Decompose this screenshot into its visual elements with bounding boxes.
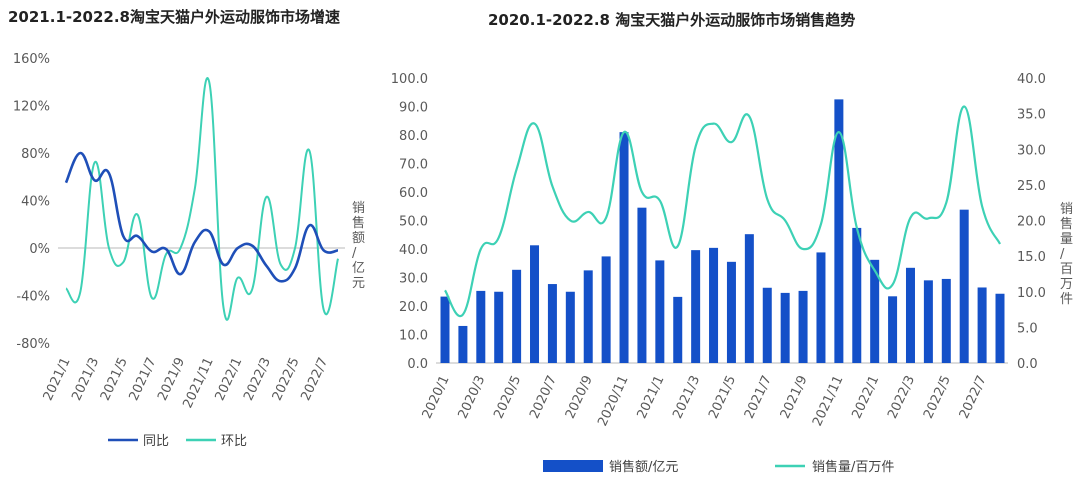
bar-2022/7 bbox=[977, 287, 987, 363]
bar-2020/1 bbox=[440, 296, 450, 363]
x-tick-label: 2020/1 bbox=[420, 373, 453, 421]
y-tick-label: 0% bbox=[29, 242, 50, 257]
right-y-tick-label: 35.0 bbox=[1017, 108, 1046, 123]
right-y-axis-label: 销售量/百万件 bbox=[1060, 202, 1073, 307]
x-tick-label: 2020/3 bbox=[456, 373, 489, 421]
x-tick-label: 2022/5 bbox=[921, 373, 954, 421]
right-y-tick-label: 5.0 bbox=[1017, 321, 1038, 336]
x-tick-label: 2020/9 bbox=[563, 373, 596, 421]
bar-2020/11 bbox=[619, 132, 629, 363]
legend-label: 销售额/亿元 bbox=[609, 459, 678, 475]
right-y-tick-label: 15.0 bbox=[1017, 250, 1046, 265]
bar-2022/6 bbox=[959, 209, 969, 363]
bar-2022/8 bbox=[995, 293, 1005, 363]
right-y-tick-label: 25.0 bbox=[1017, 179, 1046, 194]
x-tick-label: 2020/5 bbox=[491, 373, 524, 421]
line-yoy bbox=[64, 151, 339, 283]
right-y-tick-label: 40.0 bbox=[1017, 72, 1046, 87]
bar-2020/3 bbox=[476, 290, 486, 363]
bar-2021/5 bbox=[726, 261, 736, 363]
right-y-tick-label: 0.0 bbox=[1017, 357, 1038, 372]
x-tick-label: 2021/7 bbox=[742, 373, 775, 421]
right-y-tick-label: 10.0 bbox=[1017, 286, 1046, 301]
left-y-tick-label: 80.0 bbox=[399, 129, 428, 144]
bar-2021/9 bbox=[798, 290, 808, 363]
y-tick-label: -80% bbox=[16, 337, 50, 352]
x-tick-label: 2022/7 bbox=[957, 373, 990, 421]
left-chart-title: 2021.1-2022.8淘宝天猫户外运动服饰市场增速 bbox=[8, 8, 340, 26]
y-tick-label: -40% bbox=[16, 290, 50, 305]
line-sales-volume bbox=[444, 105, 1001, 318]
bar-2022/5 bbox=[941, 278, 951, 363]
left-y-tick-label: 60.0 bbox=[399, 186, 428, 201]
legend-swatch-bar bbox=[543, 460, 603, 472]
bar-2020/5 bbox=[512, 269, 522, 363]
left-y-tick-label: 50.0 bbox=[399, 215, 428, 230]
bar-2021/12 bbox=[852, 227, 862, 363]
x-tick-label: 2022/3 bbox=[885, 373, 918, 421]
left-y-tick-label: 10.0 bbox=[399, 329, 428, 344]
right-chart: 100.0 90.0 80.0 70.0 60.0 50.0 40.0 30.0 20.0 10.… bbox=[391, 72, 1073, 475]
bar-2021/11 bbox=[834, 99, 844, 363]
bar-2020/10 bbox=[601, 256, 611, 363]
right-y-tick-label: 30.0 bbox=[1017, 143, 1046, 158]
bar-2020/12 bbox=[637, 207, 647, 363]
x-tick-label: 2020/7 bbox=[527, 373, 560, 421]
x-tick-label: 2021/3 bbox=[670, 373, 703, 421]
left-y-tick-label: 30.0 bbox=[399, 272, 428, 287]
y-axis-label: 销售额/亿元 bbox=[352, 201, 365, 291]
x-tick-label: 2021/5 bbox=[706, 373, 739, 421]
left-y-tick-label: 100.0 bbox=[391, 72, 428, 87]
left-y-tick-label: 0.0 bbox=[407, 357, 428, 372]
bar-2020/9 bbox=[583, 270, 593, 363]
bar-2020/8 bbox=[565, 291, 575, 363]
bar-2021/4 bbox=[709, 247, 719, 363]
x-tick-label: 2021/1 bbox=[635, 373, 668, 421]
line-mom bbox=[65, 77, 339, 321]
y-tick-label: 80% bbox=[21, 147, 50, 162]
left-y-tick-label: 40.0 bbox=[399, 243, 428, 258]
bar-2022/1 bbox=[870, 259, 880, 363]
bar-2021/10 bbox=[816, 252, 826, 363]
y-tick-label: 40% bbox=[21, 195, 50, 210]
legend-label: 同比 bbox=[143, 434, 169, 449]
bar-2021/1 bbox=[655, 260, 665, 363]
bar-2020/6 bbox=[530, 245, 540, 363]
y-tick-label: 120% bbox=[13, 100, 50, 115]
right-y-tick-label: 20.0 bbox=[1017, 215, 1046, 230]
left-y-tick-label: 90.0 bbox=[399, 101, 428, 116]
y-tick-label: 160% bbox=[13, 52, 50, 67]
right-chart-title: 2020.1-2022.8 淘宝天猫户外运动服饰市场销售趋势 bbox=[488, 11, 855, 29]
bar-2021/8 bbox=[780, 292, 790, 363]
x-tick-label: 2021/9 bbox=[778, 373, 811, 421]
bar-2022/4 bbox=[923, 280, 933, 363]
bar-2020/2 bbox=[458, 325, 468, 363]
left-chart: 160%120%80%40%0%-40%-80%2021/12021/32021… bbox=[13, 52, 365, 449]
bar-2022/2 bbox=[888, 296, 898, 363]
bar-2020/7 bbox=[547, 284, 557, 363]
legend-label: 销售量/百万件 bbox=[812, 459, 894, 475]
bar-2021/7 bbox=[762, 287, 772, 363]
x-tick-label: 2020/11 bbox=[595, 373, 631, 428]
bar-2021/6 bbox=[744, 234, 754, 363]
bar-2022/3 bbox=[905, 267, 915, 363]
left-y-tick-label: 20.0 bbox=[399, 300, 428, 315]
left-y-tick-label: 70.0 bbox=[399, 158, 428, 173]
x-tick-label: 2022/1 bbox=[849, 373, 882, 421]
x-tick-label: 2022/7 bbox=[298, 355, 331, 403]
legend-label: 环比 bbox=[221, 434, 247, 449]
x-tick-label: 2021/11 bbox=[810, 373, 846, 428]
bar-2021/2 bbox=[673, 296, 683, 363]
bar-2021/3 bbox=[691, 250, 701, 363]
bar-2020/4 bbox=[494, 291, 504, 363]
